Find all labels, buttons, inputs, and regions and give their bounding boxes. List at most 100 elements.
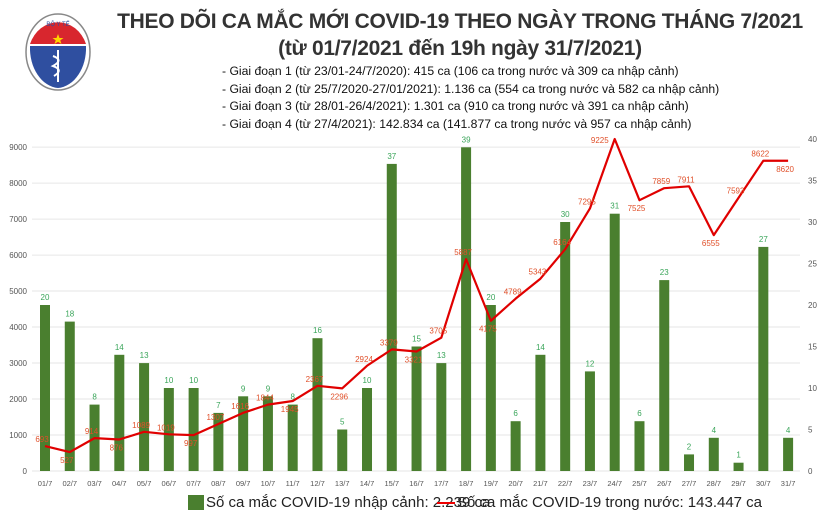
bar-data-label: 23 (660, 268, 669, 277)
x-axis-tick: 28/7 (706, 479, 721, 488)
left-axis-tick: 8000 (9, 179, 27, 188)
bar-imported (163, 388, 174, 471)
legend-label-imported: Số ca mắc COVID-19 nhập cảnh: 2.239 ca (206, 494, 491, 511)
line-data-label: 1616 (231, 402, 249, 411)
bar-imported (436, 363, 447, 471)
line-data-label: 3705 (429, 327, 447, 336)
period-notes: - Giai đoạn 1 (từ 23/01-24/7/2020): 415 … (222, 63, 719, 133)
bar-data-label: 6 (637, 409, 642, 418)
line-data-label: 7593 (727, 187, 745, 196)
left-axis-tick: 6000 (9, 251, 27, 260)
right-axis-tick: 20 (808, 301, 817, 310)
bar-data-label: 15 (412, 335, 421, 344)
bar-imported (783, 437, 794, 471)
x-axis-tick: 21/7 (533, 479, 548, 488)
bar-data-label: 10 (189, 376, 198, 385)
legend-bar-swatch (188, 495, 204, 510)
line-data-label: 6164 (553, 238, 571, 247)
bar-imported (708, 437, 719, 471)
line-data-label: 2296 (330, 392, 348, 401)
left-axis-tick: 2000 (9, 395, 27, 404)
right-axis-tick: 15 (808, 343, 817, 352)
bar-imported (684, 454, 695, 471)
right-axis-tick: 10 (808, 384, 817, 393)
bar-imported (188, 388, 199, 471)
x-axis-tick: 22/7 (558, 479, 573, 488)
left-axis-tick: 9000 (9, 143, 27, 152)
bar-data-label: 5 (340, 418, 345, 427)
bar-imported (386, 163, 397, 471)
bar-data-label: 14 (115, 343, 124, 352)
line-data-label: 1019 (157, 423, 175, 432)
line-data-label: 7911 (677, 175, 695, 184)
note-period-2: - Giai đoạn 2 (từ 25/7/2020-27/01/2021):… (222, 81, 720, 96)
x-axis-tick: 11/7 (286, 479, 300, 488)
bar-imported (560, 222, 571, 471)
bar-imported (262, 396, 273, 471)
bar-imported (213, 412, 224, 471)
bar-imported (287, 404, 298, 471)
x-axis-tick: 16/7 (409, 479, 424, 488)
x-axis-tick: 15/7 (384, 479, 399, 488)
left-axis-tick: 4000 (9, 323, 27, 332)
legend-line-swatch (437, 501, 455, 504)
left-axis-tick: 7000 (9, 215, 27, 224)
x-axis-tick: 19/7 (484, 479, 499, 488)
bar-imported (510, 421, 521, 471)
line-data-label: 693 (35, 435, 49, 444)
x-axis-tick: 17/7 (434, 479, 449, 488)
bar-data-label: 12 (585, 359, 594, 368)
line-domestic (44, 137, 789, 454)
x-axis-tick: 24/7 (607, 479, 622, 488)
note-period-4: - Giai đoạn 4 (từ 27/4/2021): 142.834 ca… (222, 116, 692, 131)
x-axis-tick: 09/7 (236, 479, 251, 488)
note-period-3: - Giai đoạn 3 (từ 28/01-26/4/2021): 1.30… (222, 99, 689, 113)
bar-data-label: 10 (363, 376, 372, 385)
bar-data-label: 2 (687, 442, 692, 451)
x-axis-tick: 04/7 (112, 479, 127, 488)
line-data-label: 7525 (628, 204, 646, 213)
bar-imported (461, 147, 472, 472)
bar-imported (733, 462, 744, 471)
bar-data-label: 30 (561, 210, 570, 219)
x-axis-tick: 18/7 (459, 479, 474, 488)
bar-imported (758, 246, 769, 471)
bar-data-label: 20 (486, 293, 495, 302)
bar-imported (535, 354, 546, 471)
bar-data-label: 1 (736, 451, 741, 460)
bar-data-label: 13 (437, 351, 446, 360)
bar-imported (312, 338, 323, 471)
x-axis-tick: 07/7 (186, 479, 201, 488)
note-period-1: - Giai đoạn 1 (từ 23/01-24/7/2020): 415 … (222, 64, 679, 78)
bar-data-label: 4 (786, 426, 791, 435)
bar-data-label: 16 (313, 326, 322, 335)
legend-item-imported: Số ca mắc COVID-19 nhập cảnh: 2.239 ca (188, 494, 490, 511)
bar-data-label: 39 (462, 135, 471, 144)
bar-imported (584, 371, 595, 471)
line-data-label: 5343 (529, 268, 547, 277)
bar-data-label: 13 (140, 351, 149, 360)
bar-data-label: 4 (712, 426, 717, 435)
left-axis-tick: 5000 (9, 287, 27, 296)
line-data-label: 2924 (355, 355, 373, 364)
right-axis-tick: 5 (808, 426, 813, 435)
bar-imported (411, 346, 422, 471)
bar-imported (139, 363, 150, 471)
bar-imported (114, 354, 125, 471)
bar-imported (485, 305, 496, 471)
line-data-label: 1945 (281, 405, 299, 414)
line-data-label: 4789 (504, 288, 522, 297)
x-axis-tick: 20/7 (508, 479, 523, 488)
x-axis-tick: 26/7 (657, 479, 672, 488)
line-data-label: 1307 (206, 413, 224, 422)
left-axis-tick: 3000 (9, 359, 27, 368)
right-axis-tick: 30 (808, 218, 817, 227)
x-axis-tick: 01/7 (38, 479, 53, 488)
right-axis-tick: 0 (808, 467, 813, 476)
right-axis-tick: 40 (808, 135, 817, 144)
left-axis-tick: 0 (23, 467, 28, 476)
bar-imported (238, 396, 249, 471)
x-axis-tick: 13/7 (335, 479, 350, 488)
x-axis-tick: 12/7 (310, 479, 325, 488)
